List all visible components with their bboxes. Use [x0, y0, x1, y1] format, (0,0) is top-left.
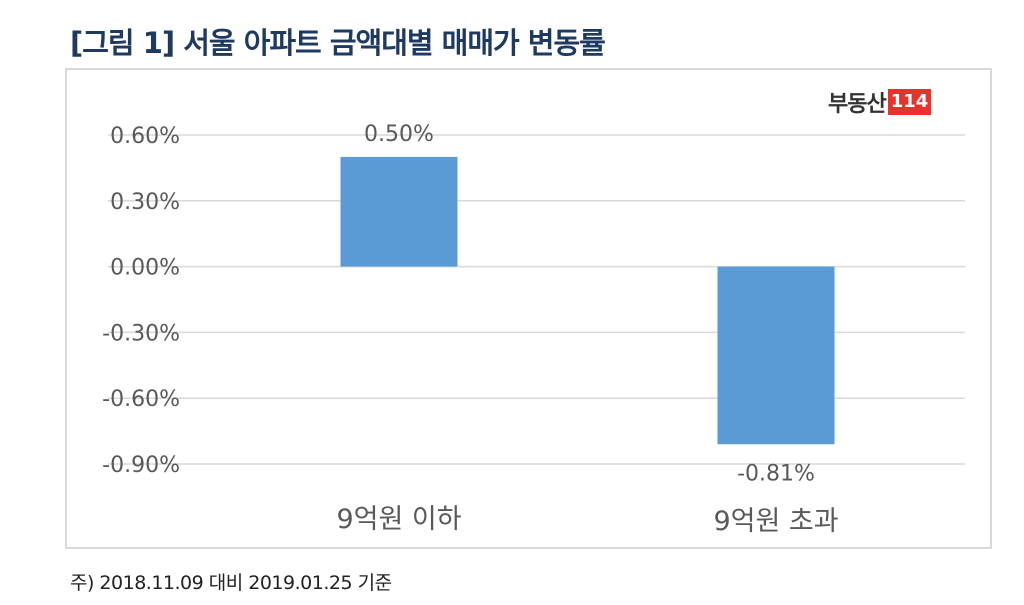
y-tick-label: -0.60% [102, 387, 180, 412]
y-tick-label: 0.60% [110, 124, 180, 149]
category-label: 9억원 이하 [336, 504, 461, 535]
chart-title: [그림 1] 서울 아파트 금액대별 매매가 변동률 [70, 26, 606, 60]
category-label: 9억원 초과 [713, 506, 838, 537]
footnote: 주) 2018.11.09 대비 2019.01.25 기준 [70, 572, 392, 594]
data-label: 0.50% [364, 122, 434, 147]
y-tick-label: -0.90% [102, 453, 180, 478]
data-label: -0.81% [737, 461, 815, 486]
bar [340, 156, 458, 267]
logo-text: 부동산 [828, 92, 887, 117]
y-tick-label: 0.00% [110, 256, 180, 281]
logo-number: 114 [887, 89, 932, 115]
y-tick-label: 0.30% [110, 190, 180, 215]
y-tick-label: -0.30% [102, 321, 180, 346]
chart-frame [65, 68, 992, 549]
logo: 부동산 114 [828, 86, 932, 118]
bar [717, 266, 835, 445]
